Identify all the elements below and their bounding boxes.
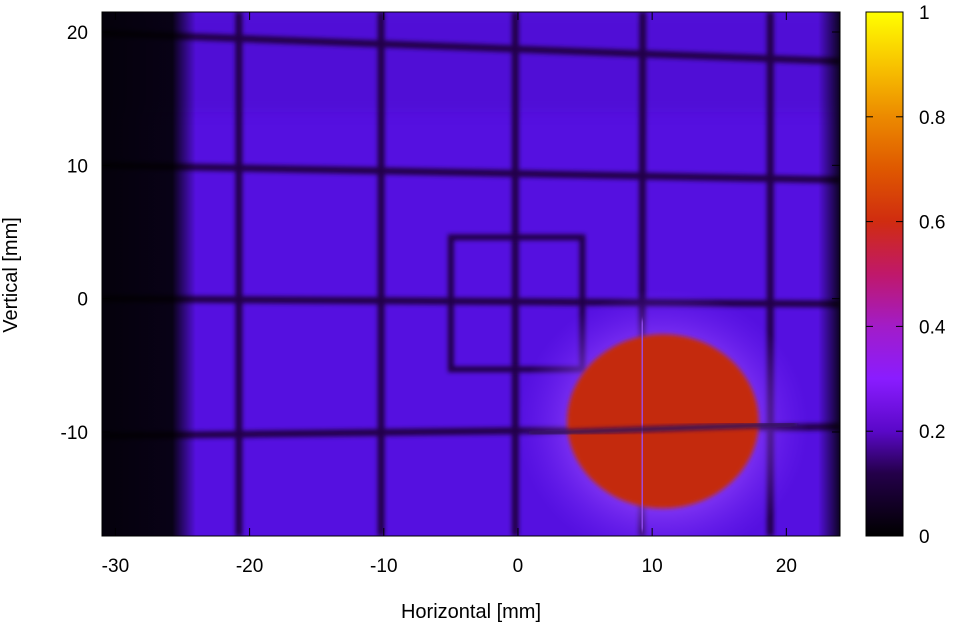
square-marker xyxy=(447,234,586,373)
hot-spot-core xyxy=(567,334,759,509)
colorbar-ticks: 0 0.2 0.4 0.6 0.8 1 xyxy=(866,3,946,548)
colorbar-tick-label: 0.6 xyxy=(919,213,945,234)
colorbar-tick-label: 0.4 xyxy=(919,317,946,338)
horizontal-wire xyxy=(102,29,840,65)
colorbar xyxy=(865,11,904,537)
horizontal-wire xyxy=(102,161,840,184)
x-axis-label: Horizontal [mm] xyxy=(401,601,541,623)
hot-spot-horizontal-gap xyxy=(528,421,797,436)
x-tick-label: 10 xyxy=(642,556,663,577)
square-outline xyxy=(447,234,586,373)
y-tick-label: -10 xyxy=(61,423,88,444)
x-tick-label: -20 xyxy=(236,556,263,577)
colorbar-tick-label: 0.2 xyxy=(919,422,945,443)
y-tick-label: 10 xyxy=(67,156,88,177)
colorbar-tick-label: 0 xyxy=(919,527,930,548)
colorbar-tick-label: 1 xyxy=(919,3,930,24)
hot-spot-vertical-gap xyxy=(638,319,646,531)
heatmap-image xyxy=(102,12,840,536)
plot-frame xyxy=(101,11,841,537)
colorbar-tick-label: 0.8 xyxy=(919,108,945,129)
y-tick-label: 20 xyxy=(67,23,88,44)
x-tick-label: 0 xyxy=(513,556,524,577)
heatmap-top-shade xyxy=(102,12,840,112)
y-axis-label: Vertical [mm] xyxy=(0,217,22,333)
y-axis-ticks: -10 0 10 20 xyxy=(61,23,840,444)
hot-spot xyxy=(528,319,797,531)
right-edge-shade xyxy=(818,12,840,536)
x-tick-label: -30 xyxy=(102,556,129,577)
dark-band xyxy=(102,12,196,536)
grid-wires xyxy=(102,12,840,536)
x-tick-label: -10 xyxy=(370,556,397,577)
y-tick-label: 0 xyxy=(77,290,88,311)
x-axis-ticks: -30 -20 -10 0 10 20 xyxy=(102,12,797,577)
x-tick-label: 20 xyxy=(776,556,797,577)
